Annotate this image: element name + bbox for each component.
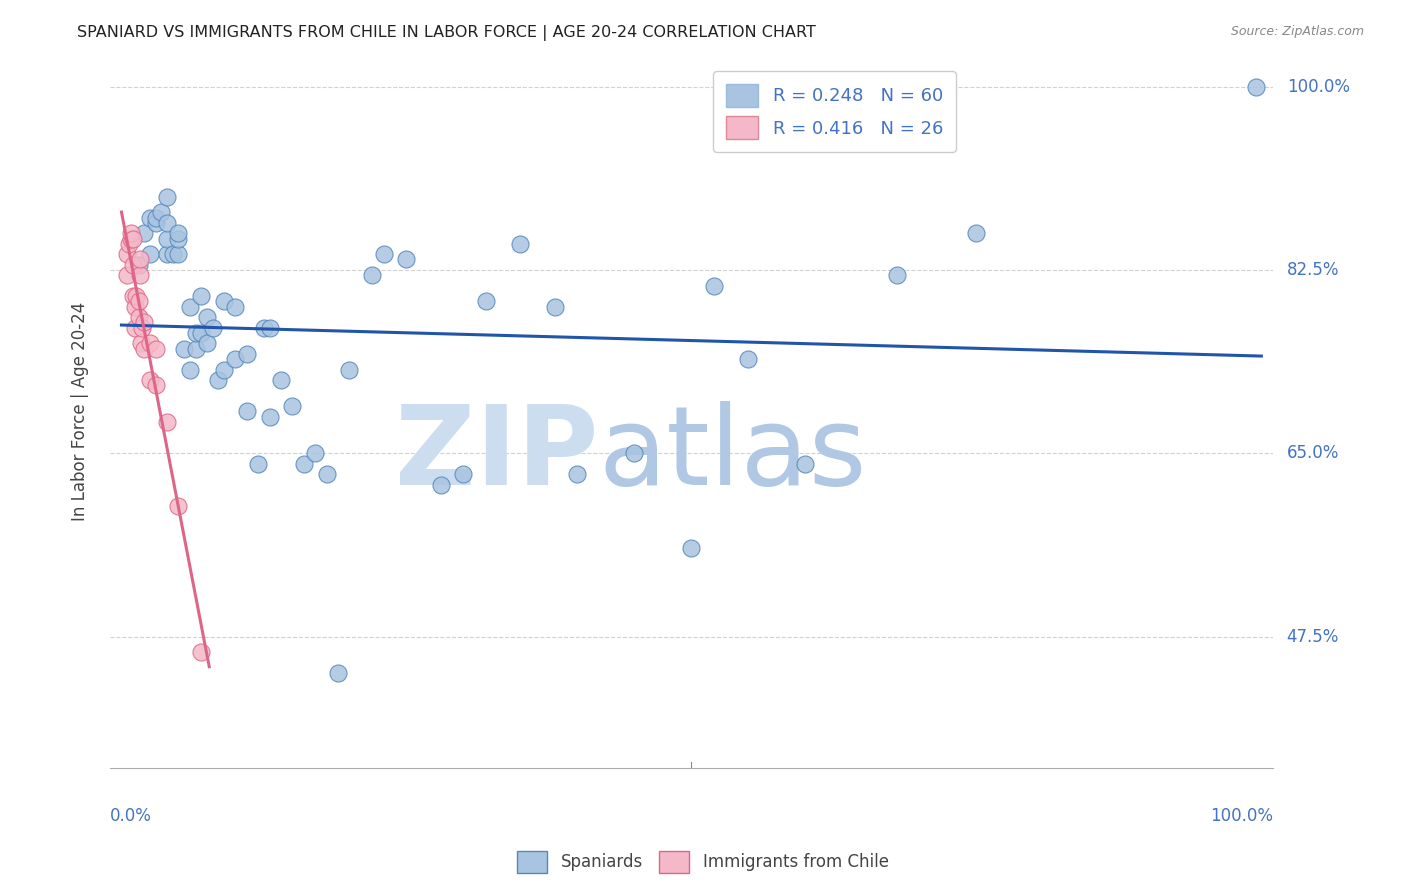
Text: 100.0%: 100.0%: [1286, 78, 1350, 95]
Point: [134, 227, 156, 241]
Point: [453, 467, 475, 482]
Point: [128, 294, 150, 309]
Point: [139, 373, 162, 387]
Text: 0.0%: 0.0%: [110, 807, 152, 825]
Text: SPANIARD VS IMMIGRANTS FROM CHILE IN LABOR FORCE | AGE 20-24 CORRELATION CHART: SPANIARD VS IMMIGRANTS FROM CHILE IN LAB…: [77, 25, 817, 41]
Point: [373, 247, 395, 261]
Point: [281, 399, 304, 413]
Point: [122, 258, 145, 272]
Point: [120, 231, 142, 245]
Point: [543, 300, 565, 314]
Point: [156, 231, 179, 245]
Point: [259, 409, 281, 424]
Point: [139, 336, 162, 351]
Point: [145, 378, 167, 392]
Text: ZIP: ZIP: [395, 401, 599, 508]
Point: [965, 227, 987, 241]
Text: 100.0%: 100.0%: [1209, 807, 1272, 825]
Point: [395, 252, 418, 267]
Point: [315, 467, 337, 482]
Point: [326, 666, 349, 681]
Point: [122, 289, 145, 303]
Point: [131, 320, 153, 334]
Point: [162, 247, 184, 261]
Point: [156, 216, 179, 230]
Point: [118, 236, 141, 251]
Point: [429, 477, 451, 491]
Point: [1244, 79, 1267, 94]
Legend: Spaniards, Immigrants from Chile: Spaniards, Immigrants from Chile: [510, 845, 896, 880]
Point: [253, 320, 276, 334]
Point: [124, 320, 146, 334]
Text: atlas: atlas: [599, 401, 868, 508]
Point: [190, 326, 212, 340]
Point: [167, 247, 190, 261]
Point: [124, 300, 146, 314]
Text: 47.5%: 47.5%: [1286, 628, 1339, 646]
Point: [212, 294, 235, 309]
Point: [167, 499, 190, 513]
Point: [886, 268, 908, 283]
Text: 65.0%: 65.0%: [1286, 444, 1339, 462]
Point: [156, 189, 179, 203]
Point: [115, 247, 138, 261]
Point: [179, 362, 201, 376]
Point: [139, 211, 162, 225]
Point: [184, 342, 207, 356]
Point: [212, 362, 235, 376]
Point: [361, 268, 384, 283]
Point: [509, 236, 531, 251]
Point: [236, 404, 259, 418]
Point: [681, 541, 703, 555]
Point: [236, 347, 259, 361]
Point: [224, 351, 246, 366]
Point: [195, 310, 218, 325]
Y-axis label: In Labor Force | Age 20-24: In Labor Force | Age 20-24: [72, 301, 89, 521]
Point: [201, 320, 224, 334]
Point: [259, 320, 281, 334]
Point: [128, 252, 150, 267]
Point: [134, 315, 156, 329]
Point: [567, 467, 589, 482]
Point: [122, 231, 145, 245]
Point: [128, 268, 150, 283]
Legend: R = 0.248   N = 60, R = 0.416   N = 26: R = 0.248 N = 60, R = 0.416 N = 26: [713, 71, 956, 152]
Point: [247, 457, 270, 471]
Point: [167, 227, 190, 241]
Point: [128, 258, 150, 272]
Point: [292, 457, 315, 471]
Point: [179, 300, 201, 314]
Point: [128, 310, 150, 325]
Point: [115, 268, 138, 283]
Point: [139, 247, 162, 261]
Point: [167, 231, 190, 245]
Point: [737, 351, 759, 366]
Point: [120, 227, 142, 241]
Point: [150, 205, 173, 219]
Point: [145, 216, 167, 230]
Text: 82.5%: 82.5%: [1286, 261, 1339, 279]
Point: [304, 446, 326, 460]
Point: [156, 415, 179, 429]
Point: [794, 457, 817, 471]
Text: Source: ZipAtlas.com: Source: ZipAtlas.com: [1230, 25, 1364, 38]
Point: [145, 342, 167, 356]
Point: [184, 326, 207, 340]
Point: [173, 342, 195, 356]
Point: [125, 289, 148, 303]
Point: [145, 211, 167, 225]
Point: [339, 362, 361, 376]
Point: [224, 300, 246, 314]
Point: [134, 342, 156, 356]
Point: [156, 247, 179, 261]
Point: [190, 289, 212, 303]
Point: [207, 373, 229, 387]
Point: [190, 645, 212, 659]
Point: [270, 373, 292, 387]
Point: [475, 294, 498, 309]
Point: [195, 336, 218, 351]
Point: [703, 278, 725, 293]
Point: [623, 446, 645, 460]
Point: [129, 336, 152, 351]
